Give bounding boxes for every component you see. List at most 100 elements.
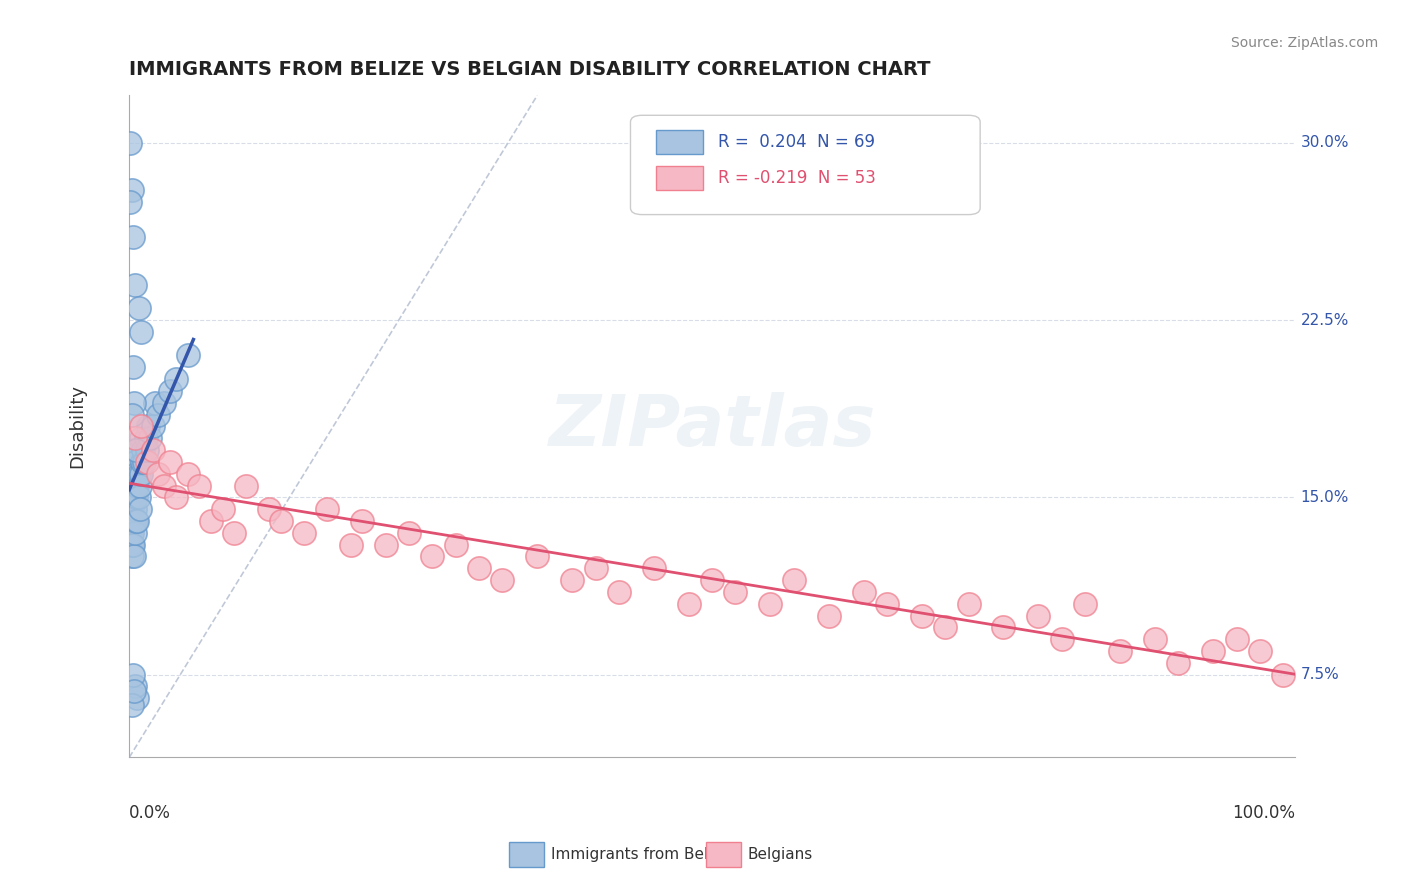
Point <box>121 525 143 540</box>
Text: 100.0%: 100.0% <box>1232 804 1295 822</box>
Point <box>159 455 181 469</box>
FancyBboxPatch shape <box>630 115 980 215</box>
Point <box>316 502 339 516</box>
Point <box>957 597 980 611</box>
Point <box>374 538 396 552</box>
Point <box>120 194 142 209</box>
Point <box>125 514 148 528</box>
Point <box>759 597 782 611</box>
Point <box>121 698 143 713</box>
Point <box>176 467 198 481</box>
Point <box>129 467 152 481</box>
Point <box>124 277 146 292</box>
Point <box>127 478 149 492</box>
Point <box>1272 667 1295 681</box>
Point <box>127 514 149 528</box>
Text: IMMIGRANTS FROM BELIZE VS BELGIAN DISABILITY CORRELATION CHART: IMMIGRANTS FROM BELIZE VS BELGIAN DISABI… <box>129 60 931 78</box>
Point <box>339 538 361 552</box>
Point <box>120 514 142 528</box>
Point <box>1074 597 1097 611</box>
Point <box>1226 632 1249 647</box>
Point <box>139 431 162 445</box>
Text: Immigrants from Belize: Immigrants from Belize <box>551 847 730 862</box>
Point <box>128 502 150 516</box>
Point <box>121 502 143 516</box>
Point <box>125 443 148 458</box>
Point <box>153 478 176 492</box>
Point <box>121 183 143 197</box>
Point <box>121 538 143 552</box>
Text: 30.0%: 30.0% <box>1301 136 1350 150</box>
Point <box>121 491 143 505</box>
Point <box>120 491 142 505</box>
Point <box>724 585 747 599</box>
Point <box>128 467 150 481</box>
Point <box>491 573 513 587</box>
Point <box>153 396 176 410</box>
Point <box>121 514 143 528</box>
Point <box>142 419 165 434</box>
Point <box>120 136 142 150</box>
Point <box>128 491 150 505</box>
Point <box>188 478 211 492</box>
Text: Belgians: Belgians <box>748 847 813 862</box>
Point <box>120 502 142 516</box>
Point <box>121 667 143 681</box>
Point <box>643 561 665 575</box>
Point <box>121 360 143 375</box>
Point <box>224 525 246 540</box>
Point <box>876 597 898 611</box>
Point <box>420 549 443 564</box>
Point <box>1249 644 1271 658</box>
Point <box>159 384 181 398</box>
Point <box>121 549 143 564</box>
Bar <box>657 130 703 153</box>
Point <box>257 502 280 516</box>
Point <box>526 549 548 564</box>
Point <box>124 502 146 516</box>
Point <box>127 691 149 706</box>
Text: 7.5%: 7.5% <box>1301 667 1340 682</box>
Point <box>817 608 839 623</box>
Point <box>398 525 420 540</box>
Point <box>607 585 630 599</box>
Point <box>561 573 583 587</box>
Point <box>911 608 934 623</box>
Point <box>1028 608 1050 623</box>
Point <box>125 491 148 505</box>
Point <box>122 478 145 492</box>
Point <box>852 585 875 599</box>
Point <box>700 573 723 587</box>
Text: Source: ZipAtlas.com: Source: ZipAtlas.com <box>1230 36 1378 50</box>
Point <box>270 514 292 528</box>
Point <box>121 230 143 244</box>
Point <box>120 538 142 552</box>
Point <box>678 597 700 611</box>
Point <box>122 396 145 410</box>
Text: 0.0%: 0.0% <box>129 804 172 822</box>
Point <box>134 455 156 469</box>
Point <box>585 561 607 575</box>
Point <box>176 349 198 363</box>
Point <box>143 396 166 410</box>
Point <box>121 455 143 469</box>
Point <box>993 620 1015 634</box>
Point <box>235 478 257 492</box>
Point <box>124 680 146 694</box>
Point <box>121 538 143 552</box>
Point <box>121 514 143 528</box>
Point <box>1167 656 1189 670</box>
Point <box>142 443 165 458</box>
Point <box>121 408 143 422</box>
Point <box>934 620 956 634</box>
Point <box>124 455 146 469</box>
Point <box>1202 644 1225 658</box>
Text: R = -0.219  N = 53: R = -0.219 N = 53 <box>718 169 876 187</box>
Point <box>121 478 143 492</box>
Point <box>292 525 315 540</box>
Point <box>129 419 152 434</box>
Point <box>121 478 143 492</box>
Point <box>148 467 170 481</box>
Point <box>165 491 187 505</box>
Point <box>468 561 491 575</box>
